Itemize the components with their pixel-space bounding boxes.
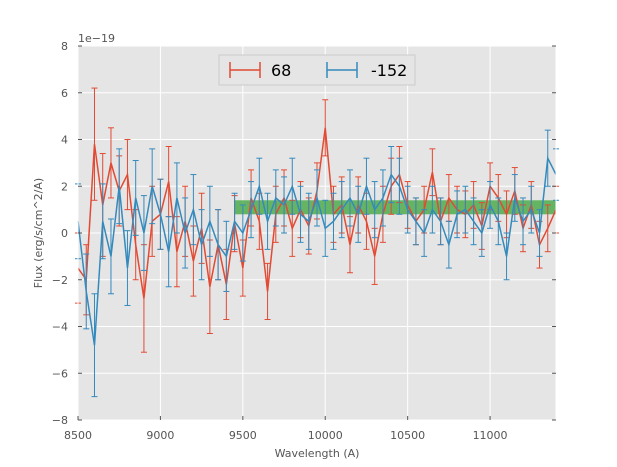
y-tick-label: 2 <box>61 180 68 193</box>
x-tick-label: 9500 <box>229 429 257 442</box>
y-tick-label: −2 <box>52 274 68 287</box>
legend-label-68: 68 <box>271 61 291 80</box>
y-tick-label: −6 <box>52 367 68 380</box>
y-tick-label: 0 <box>61 227 68 240</box>
y-tick-label: −8 <box>52 414 68 427</box>
y-tick-label: −4 <box>52 321 68 334</box>
x-tick-label: 8500 <box>64 429 92 442</box>
y-tick-label: 4 <box>61 134 68 147</box>
x-axis-label: Wavelength (A) <box>275 447 360 460</box>
legend-marker-68 <box>229 62 261 78</box>
y-axis-label: Flux (erg/s/cm^2/A) <box>32 178 45 288</box>
x-tick-label: 10000 <box>308 429 343 442</box>
y-tick-label: 6 <box>61 87 68 100</box>
legend: 68 -152 <box>218 54 416 86</box>
x-tick-label: 10500 <box>390 429 425 442</box>
legend-marker-minus152 <box>326 62 358 78</box>
series-line-minus152 <box>77 155 557 346</box>
series-layer <box>75 87 559 398</box>
offset-label: 1e−19 <box>78 32 115 45</box>
legend-label-minus152: -152 <box>371 61 407 80</box>
x-tick-label: 11000 <box>473 429 508 442</box>
y-tick-label: 8 <box>61 40 68 53</box>
series-minus152 <box>75 129 559 398</box>
x-tick-label: 9000 <box>146 429 174 442</box>
